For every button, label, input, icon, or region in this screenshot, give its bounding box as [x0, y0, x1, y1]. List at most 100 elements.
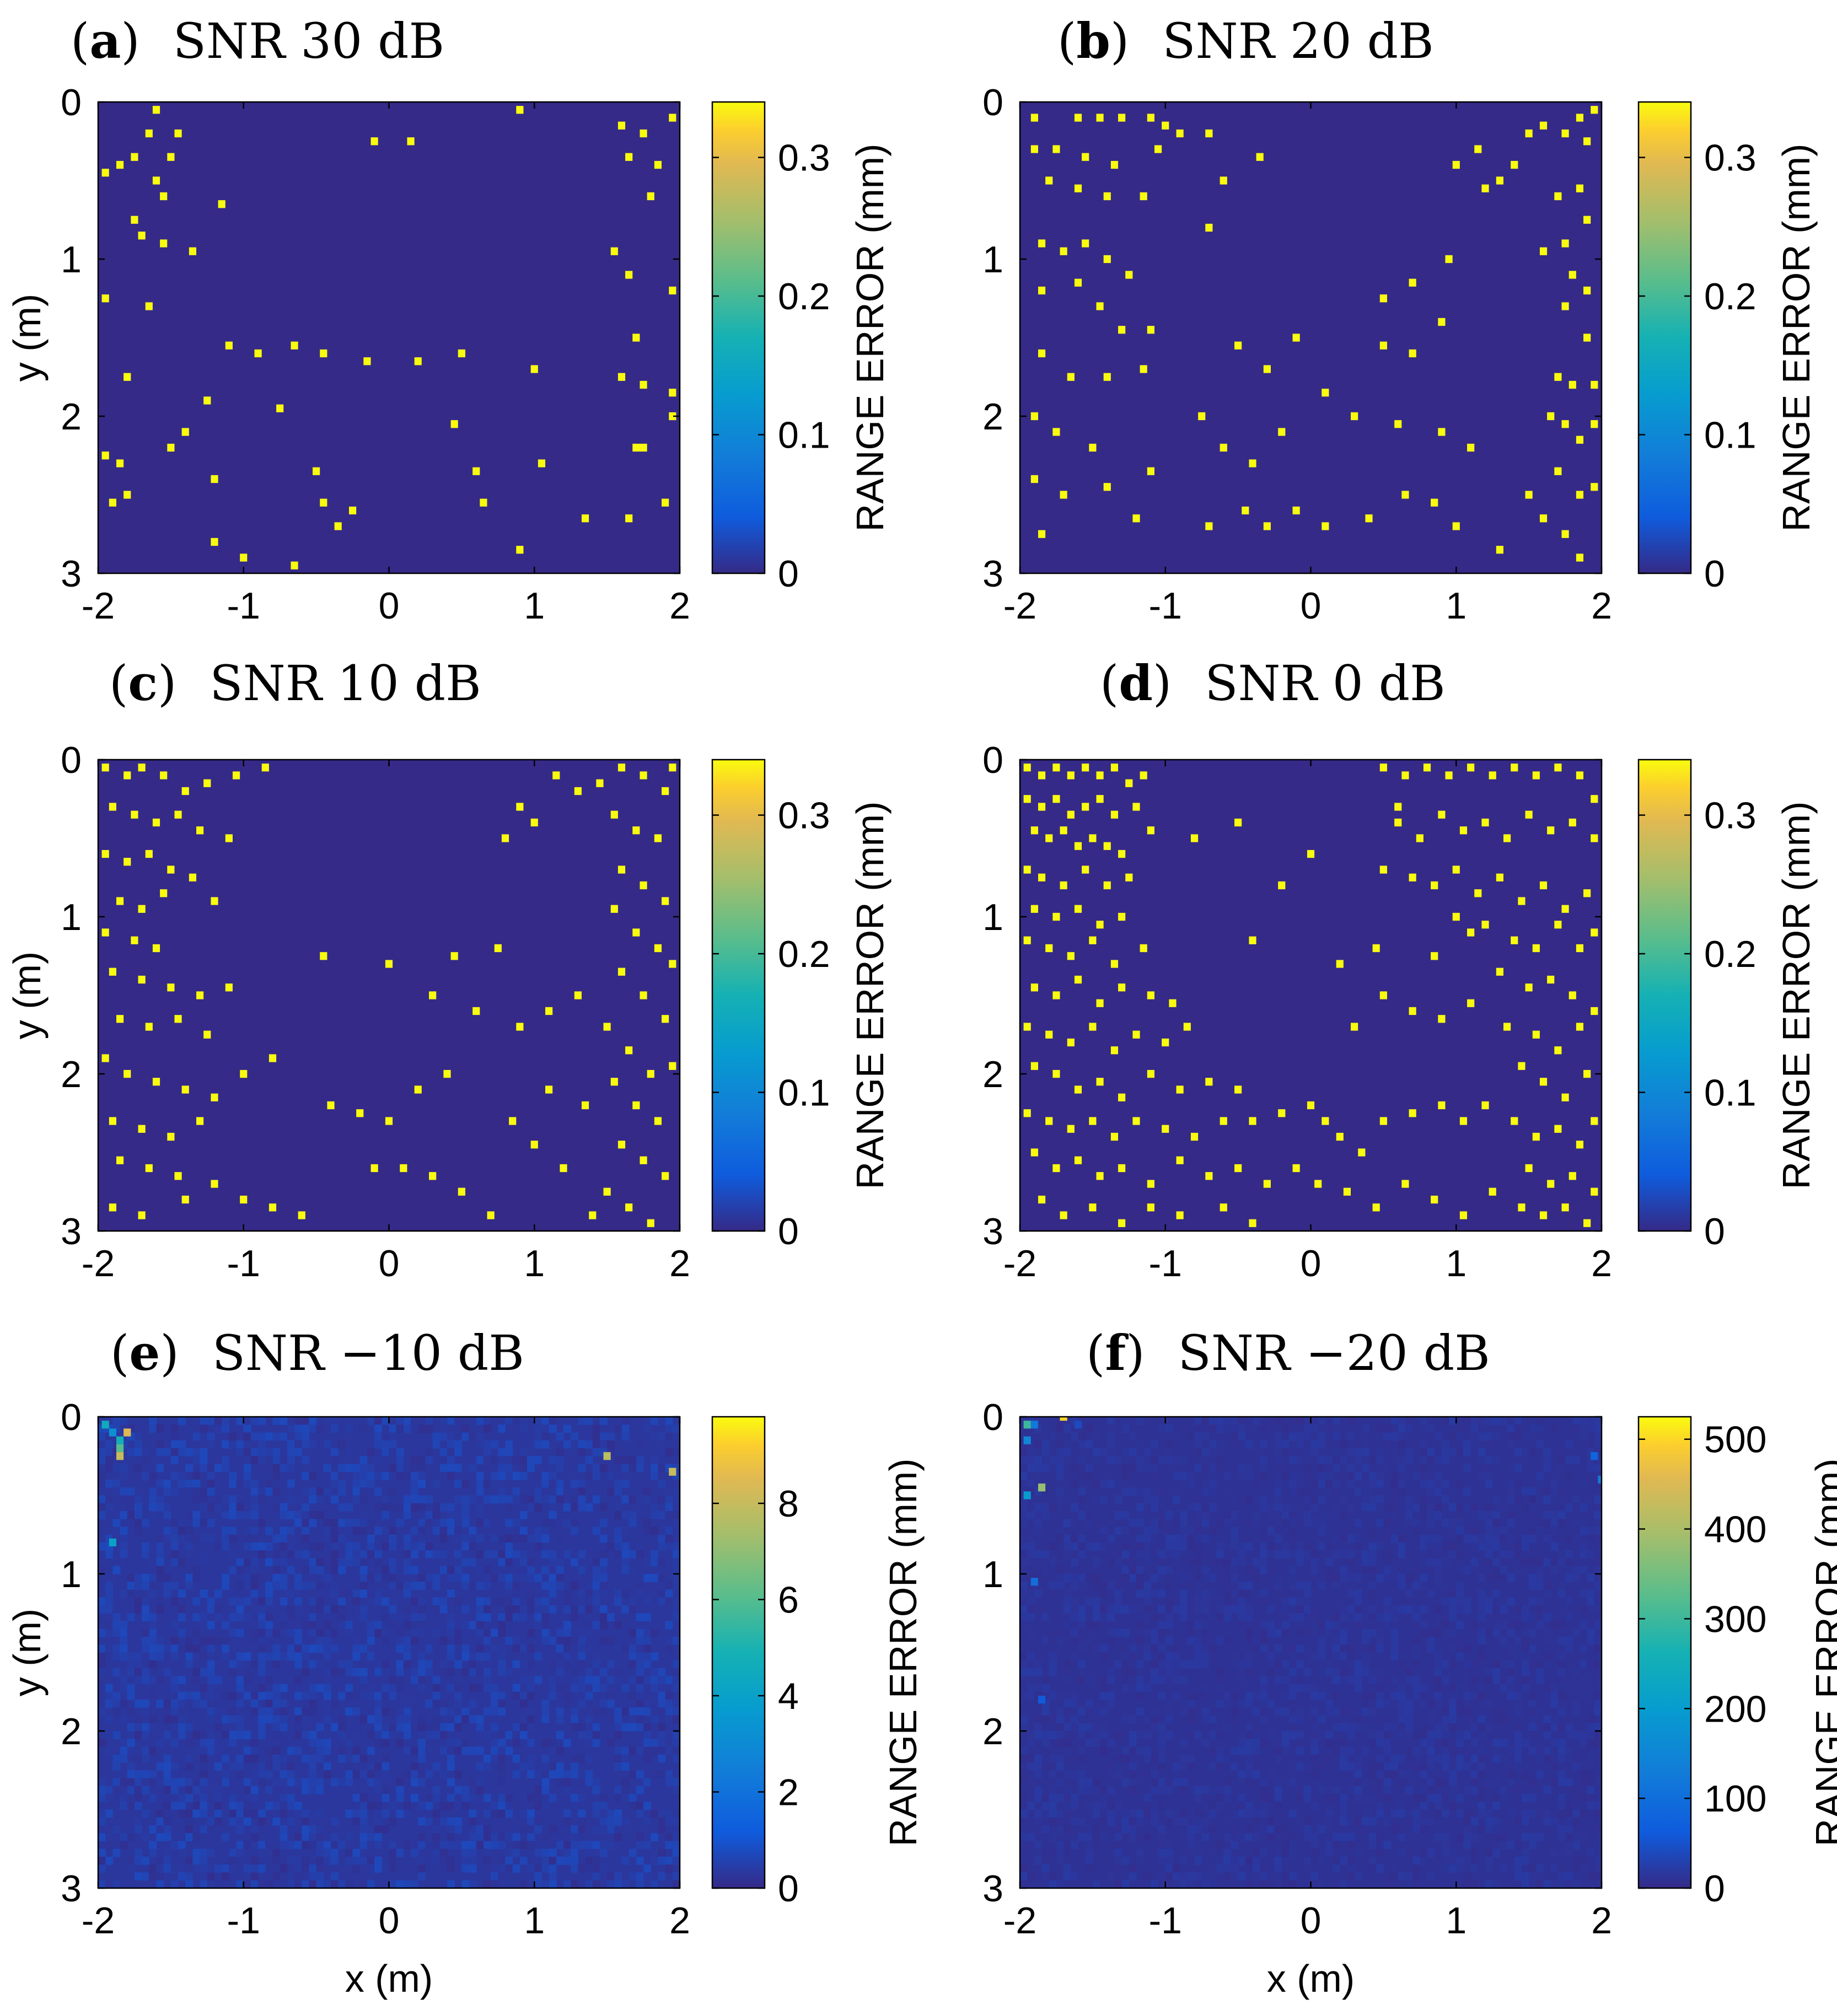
heatmap-cell [170, 1597, 179, 1606]
heatmap-cell [1303, 1684, 1312, 1692]
heatmap-cell [541, 1432, 550, 1441]
heatmap-cell [1165, 1848, 1173, 1857]
heatmap-cell [498, 1621, 506, 1630]
heatmap-cell [1288, 1809, 1297, 1818]
heatmap-cell [1060, 247, 1067, 255]
heatmap-cell [272, 1660, 281, 1669]
heatmap-cell [1063, 1605, 1071, 1614]
heatmap-cell [1045, 176, 1053, 185]
heatmap-cell [1260, 1440, 1267, 1449]
heatmap-cell [447, 1707, 455, 1716]
heatmap-cell [214, 1542, 222, 1551]
heatmap-cell [1100, 1534, 1108, 1543]
heatmap-cell [614, 1762, 622, 1771]
heatmap-cell [98, 1542, 106, 1551]
heatmap-cell [505, 1864, 513, 1873]
heatmap-cell [549, 1456, 557, 1465]
heatmap-cell [629, 1566, 637, 1574]
heatmap-cell [578, 1644, 586, 1653]
heatmap-cell [1288, 1456, 1297, 1465]
heatmap-cell [1281, 1848, 1290, 1857]
heatmap-cell [185, 1480, 194, 1488]
heatmap-cell [1267, 1668, 1275, 1676]
heatmap-cell [1310, 1558, 1319, 1567]
heatmap-cell [1085, 1417, 1093, 1425]
heatmap-cell [1030, 983, 1038, 992]
heatmap-cell [225, 834, 233, 842]
heatmap-cell [170, 1676, 179, 1685]
heatmap-cell [272, 1566, 281, 1574]
heatmap-cell [243, 1652, 251, 1661]
heatmap-cell [1056, 1566, 1064, 1574]
heatmap-cell [1347, 1550, 1355, 1559]
heatmap-cell [302, 1511, 310, 1519]
heatmap-cell [527, 1770, 535, 1779]
heatmap-cell [1288, 1526, 1297, 1535]
heatmap-cell [1030, 1148, 1038, 1157]
heatmap-cell [541, 1880, 550, 1888]
heatmap-cell [382, 1440, 390, 1449]
heatmap-cell [672, 1715, 680, 1724]
heatmap-cell [1147, 1180, 1154, 1188]
heatmap-cell [476, 1471, 484, 1480]
heatmap-cell [214, 1464, 222, 1472]
heatmap-cell [1369, 1794, 1377, 1802]
x-tick-label: -2 [1003, 1243, 1036, 1284]
heatmap-cell [1100, 1746, 1108, 1755]
heatmap-cell [432, 1841, 441, 1850]
heatmap-cell [1253, 1754, 1260, 1763]
heatmap-cell [418, 1621, 426, 1630]
heatmap-cell [367, 1857, 375, 1865]
heatmap-cell [302, 1857, 310, 1865]
heatmap-cell [1260, 1597, 1267, 1606]
heatmap-cell [352, 1480, 361, 1488]
heatmap-cell [1288, 1487, 1297, 1496]
heatmap-cell [403, 1550, 411, 1559]
heatmap-cell [309, 1628, 317, 1637]
heatmap-cell [665, 1841, 673, 1850]
heatmap-cell [1172, 1495, 1180, 1504]
heatmap-cell [491, 1440, 498, 1449]
heatmap-cell [156, 1676, 164, 1685]
heatmap-cell [149, 1715, 157, 1724]
heatmap-cell [109, 1117, 116, 1125]
heatmap-cell [439, 1605, 448, 1614]
heatmap-cell [229, 1628, 237, 1637]
heatmap-cell [1089, 1117, 1097, 1125]
heatmap-cell [425, 1574, 433, 1582]
heatmap-cell [1267, 1731, 1275, 1739]
heatmap-cell [1260, 1644, 1267, 1653]
heatmap-cell [607, 1739, 615, 1748]
heatmap-cell [250, 1605, 259, 1614]
heatmap-cell [1165, 1707, 1173, 1716]
heatmap-cell [439, 1417, 448, 1425]
heatmap-cell [101, 169, 109, 177]
heatmap-cell [447, 1746, 455, 1755]
heatmap-cell [556, 1731, 564, 1739]
heatmap-cell [1165, 1534, 1173, 1543]
heatmap-cell [1201, 1432, 1210, 1441]
heatmap-cell [1136, 1770, 1144, 1779]
heatmap-cell [250, 1707, 259, 1716]
y-axis-label: y (m) [6, 951, 49, 1039]
heatmap-cell [498, 1628, 506, 1637]
heatmap-cell [1180, 1754, 1188, 1763]
heatmap-cell [1020, 1558, 1028, 1567]
heatmap-cell [382, 1707, 390, 1716]
heatmap-cell [250, 1872, 259, 1881]
heatmap-cell [1539, 881, 1548, 890]
heatmap-cell [1041, 1676, 1050, 1685]
heatmap-cell [127, 1848, 135, 1857]
heatmap-cell [222, 1440, 229, 1449]
heatmap-cell [1129, 1464, 1137, 1472]
heatmap-cell [1041, 1794, 1050, 1802]
heatmap-cell [534, 1440, 542, 1449]
heatmap-cell [439, 1770, 448, 1779]
heatmap-cell [578, 1637, 586, 1645]
heatmap-cell [170, 1542, 179, 1551]
x-tick-label: 2 [669, 1243, 690, 1284]
heatmap-cell [425, 1582, 433, 1590]
heatmap-cell [1085, 1511, 1093, 1519]
heatmap-cell [563, 1589, 571, 1598]
